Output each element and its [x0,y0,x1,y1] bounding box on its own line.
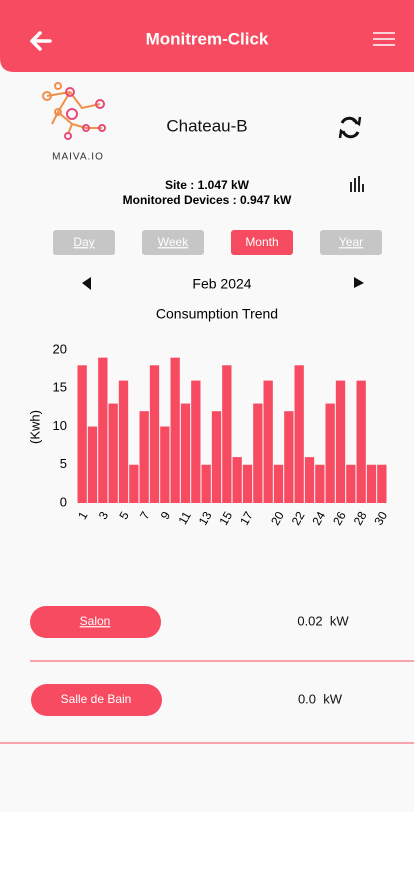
menu-button[interactable] [373,32,395,46]
bar [139,411,149,503]
device-button[interactable] [30,606,161,638]
chart-title: Consumption Trend [156,306,278,322]
bar [273,464,284,503]
bar [222,365,232,503]
device-value: 0.0 kW [298,691,343,706]
bar [304,457,315,503]
prev-button[interactable] [82,277,91,290]
y-tick-label: 20 [53,341,67,356]
tab-label: Day [73,235,94,249]
x-tick-label: 17 [237,509,256,528]
tab-label: Year [339,235,363,249]
bar [366,464,377,503]
refresh-button[interactable] [338,116,362,139]
tab[interactable] [142,230,204,255]
logo-text: MAIVA.IO [52,152,104,163]
tab[interactable] [320,230,382,255]
stats-icon[interactable] [350,176,364,192]
site-name: Chateau-B [166,116,247,135]
tab-label: Month [245,235,278,249]
bar [232,457,242,503]
header-bar [0,0,414,72]
bar [201,464,211,503]
bar [263,380,273,503]
device-button[interactable] [31,684,162,716]
bar [335,380,346,503]
x-tick-label: 22 [289,509,308,528]
x-tick-label: 26 [330,509,349,528]
tab[interactable] [231,230,293,255]
bar [242,464,253,503]
bar [294,365,304,503]
device-name: Salon [80,614,111,628]
bar [356,380,366,503]
bar [149,365,160,503]
monitored-power: Monitored Devices : 0.947 kW [123,193,292,207]
bar [118,380,129,503]
x-tick-label: 15 [216,509,235,528]
tab[interactable] [53,230,115,255]
site-power: Site : 1.047 kW [165,178,250,192]
y-tick-label: 0 [60,494,67,509]
x-tick-label: 24 [309,509,328,528]
bar [315,464,325,503]
bar [87,426,98,503]
bar [170,357,180,503]
x-tick-label: 30 [371,509,390,528]
y-axis-label: (Kwh) [27,410,42,444]
period-label: Feb 2024 [192,276,251,292]
bar [191,380,201,503]
bar [211,411,222,503]
y-tick-label: 15 [53,380,67,395]
x-tick-label: 28 [351,509,370,528]
bar [284,411,294,503]
device-value: 0.02 kW [297,613,349,628]
bar [253,403,263,503]
back-button[interactable] [30,31,52,51]
y-tick-label: 10 [53,418,67,433]
y-tick-label: 5 [60,456,67,471]
bar [129,464,139,503]
logo [42,82,106,140]
device-name: Salle de Bain [61,692,132,706]
tab-label: Week [158,235,189,249]
bar [377,464,387,503]
bar [180,403,191,503]
x-tick-label: 20 [268,509,287,528]
x-tick-label: 13 [196,509,215,528]
bar [98,357,108,503]
header-title: Monitrem-Click [146,29,269,48]
bar [346,464,356,503]
bar [160,426,170,503]
bar [77,365,87,503]
bar [325,403,335,503]
bar [108,403,118,503]
next-button[interactable] [354,277,364,288]
